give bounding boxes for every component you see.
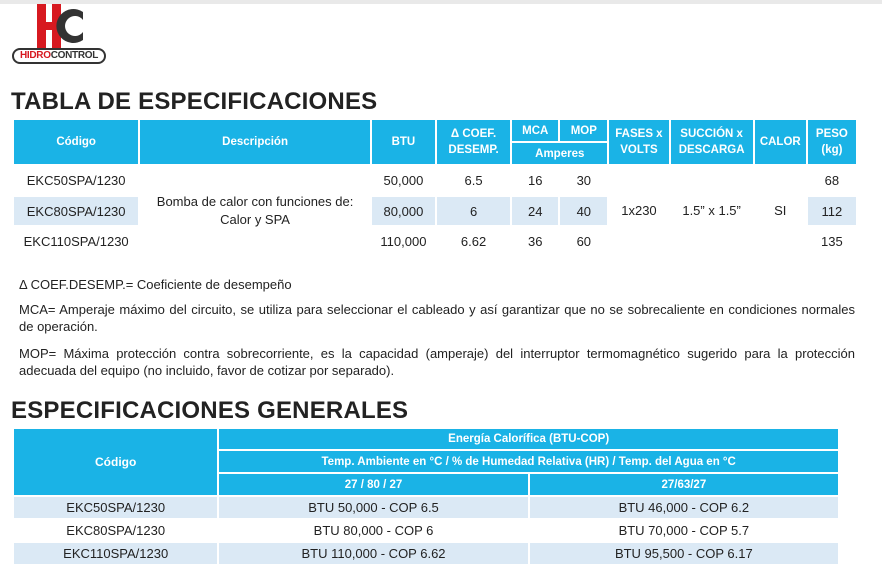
row-btu: 110,000 [371,227,435,255]
general-specs-table: Código Energía Calorífica (BTU-COP) Temp… [12,427,840,566]
row-codigo: EKC50SPA/1230 [14,166,139,195]
row-codigo: EKC50SPA/1230 [14,497,218,518]
row-codigo: EKC110SPA/1230 [14,543,218,564]
col-peso: PESO (kg) [807,120,856,164]
general-specs-title: ESPECIFICACIONES GENERALES [11,397,409,424]
row-mop: 60 [560,227,608,255]
spec-table: Código Descripción BTU Δ COEF. DESEMP. MC… [12,118,858,257]
row-mca: 16 [512,166,559,195]
col-mop: MOP [560,120,608,141]
table-row: EKC50SPA/1230 BTU 50,000 - COP 6.5 BTU 4… [14,497,838,518]
row-cond-1: BTU 50,000 - COP 6.5 [219,497,528,518]
col-btu: BTU [371,120,435,164]
row-mop: 40 [560,197,608,225]
col-fases: FASES x VOLTS [609,120,669,164]
row-cond-2: BTU 46,000 - COP 6.2 [529,497,838,518]
spec-table-title: TABLA DE ESPECIFICACIONES [11,88,378,115]
row-btu: 50,000 [371,166,435,195]
calor-cell: SI [754,166,806,255]
table-row: EKC50SPA/1230 Bomba de calor con funcion… [14,166,856,255]
note-mop: MOP= Máxima protección contra sobrecorri… [19,346,855,378]
top-border [0,0,882,4]
row-cond-1: BTU 80,000 - COP 6 [219,520,528,541]
col-amperes: Amperes [512,143,608,164]
fases-cell: 1x230 [609,166,669,255]
table-row: EKC110SPA/1230 BTU 110,000 - COP 6.62 BT… [14,543,838,564]
col-codigo: Código [14,120,139,164]
row-coef: 6.62 [436,227,511,255]
succion-cell: 1.5” x 1.5” [670,166,753,255]
row-cond-2: BTU 70,000 - COP 5.7 [529,520,838,541]
row-mca: 24 [512,197,559,225]
row-codigo: EKC80SPA/1230 [14,520,218,541]
description-cell: Bomba de calor con funciones de: Calor y … [140,166,370,255]
row-codigo: EKC80SPA/1230 [14,197,139,225]
col-coef: Δ COEF. DESEMP. [436,120,511,164]
col-calor: CALOR [754,120,806,164]
note-coef: Δ COEF.DESEMP.= Coeficiente de desempeño [19,277,292,292]
col-codigo: Código [14,429,218,495]
row-peso: 68 [807,166,856,195]
row-codigo: EKC110SPA/1230 [14,227,139,255]
row-mca: 36 [512,227,559,255]
table-row: EKC110SPA/1230 110,000 6.62 36 60 135 [14,227,856,255]
row-cond-1: BTU 110,000 - COP 6.62 [219,543,528,564]
row-btu: 80,000 [371,197,435,225]
col-cond-1: 27 / 80 / 27 [219,474,528,495]
row-mop: 30 [560,166,608,195]
col-temp: Temp. Ambiente en °C / % de Humedad Rela… [219,451,838,472]
table-row: EKC80SPA/1230 BTU 80,000 - COP 6 BTU 70,… [14,520,838,541]
row-cond-2: BTU 95,500 - COP 6.17 [529,543,838,564]
col-descripcion: Descripción [140,120,370,164]
logo-wordmark: HIDROCONTROL [12,48,106,64]
col-succion: SUCCIÓN x DESCARGA [670,120,753,164]
row-peso: 135 [807,227,856,255]
note-mca: MCA= Amperaje máximo del circuito, se ut… [19,302,855,334]
table-row: EKC80SPA/1230 80,000 6 24 40 112 [14,197,856,225]
row-coef: 6 [436,197,511,225]
hidrocontrol-logo: HIDROCONTROL [11,4,111,66]
col-mca: MCA [512,120,559,141]
hc-logo-icon [37,4,83,48]
row-peso: 112 [807,197,856,225]
col-energia: Energía Calorífica (BTU-COP) [219,429,838,449]
row-coef: 6.5 [436,166,511,195]
col-cond-2: 27/63/27 [529,474,838,495]
